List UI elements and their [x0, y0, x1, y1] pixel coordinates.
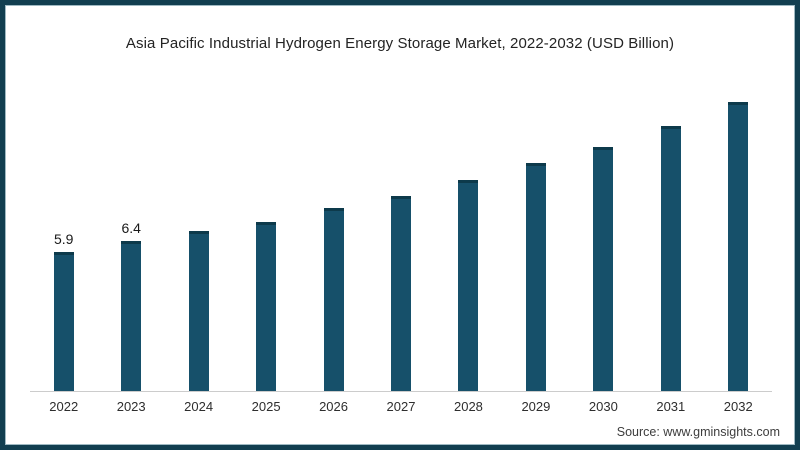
axis-tick-2029: 2029	[521, 399, 551, 414]
bar-slot-2030: 2030	[570, 95, 637, 413]
bar-2025	[256, 222, 277, 391]
axis-tick-2025: 2025	[251, 399, 281, 414]
axis-tick-2028: 2028	[453, 399, 483, 414]
bar-2028	[458, 180, 479, 391]
axis-tick-2024: 2024	[184, 399, 214, 414]
bar-2032	[728, 102, 749, 391]
bar-slot-2026: 2026	[300, 95, 367, 413]
bar-2024	[188, 231, 209, 391]
source-attribution: Source: www.gminsights.com	[616, 425, 780, 439]
bar-2030	[593, 147, 614, 391]
value-label-2023: 6.4	[121, 220, 141, 236]
axis-tick-2030: 2030	[588, 399, 618, 414]
bar-slot-2024: 2024	[165, 95, 232, 413]
axis-tick-2022: 2022	[49, 399, 79, 414]
bar-2027	[390, 196, 411, 391]
plot-area: 5.9 2022 6.4 2023 2024 2025 2026 2027 2028 2029 20…	[30, 95, 772, 413]
bar-2023	[121, 241, 142, 391]
bar-slot-2023: 6.4 2023	[97, 95, 164, 413]
bar-slot-2031: 2031	[637, 95, 704, 413]
axis-tick-2023: 2023	[116, 399, 146, 414]
bar-slot-2025: 2025	[232, 95, 299, 413]
chart-title: Asia Pacific Industrial Hydrogen Energy …	[125, 35, 675, 52]
axis-tick-2027: 2027	[386, 399, 416, 414]
bar-slot-2022: 5.9 2022	[30, 95, 97, 413]
axis-tick-2032: 2032	[723, 399, 753, 414]
bar-2022	[53, 252, 74, 391]
bar-slot-2029: 2029	[502, 95, 569, 413]
bar-2029	[525, 163, 546, 391]
bar-2031	[660, 126, 681, 391]
bar-slot-2028: 2028	[435, 95, 502, 413]
axis-tick-2031: 2031	[656, 399, 686, 414]
value-label-2022: 5.9	[53, 231, 74, 247]
bar-slot-2032: 2032	[705, 95, 772, 413]
bar-2026	[323, 208, 344, 391]
axis-tick-2026: 2026	[319, 399, 348, 414]
bar-slot-2027: 2027	[367, 95, 434, 413]
